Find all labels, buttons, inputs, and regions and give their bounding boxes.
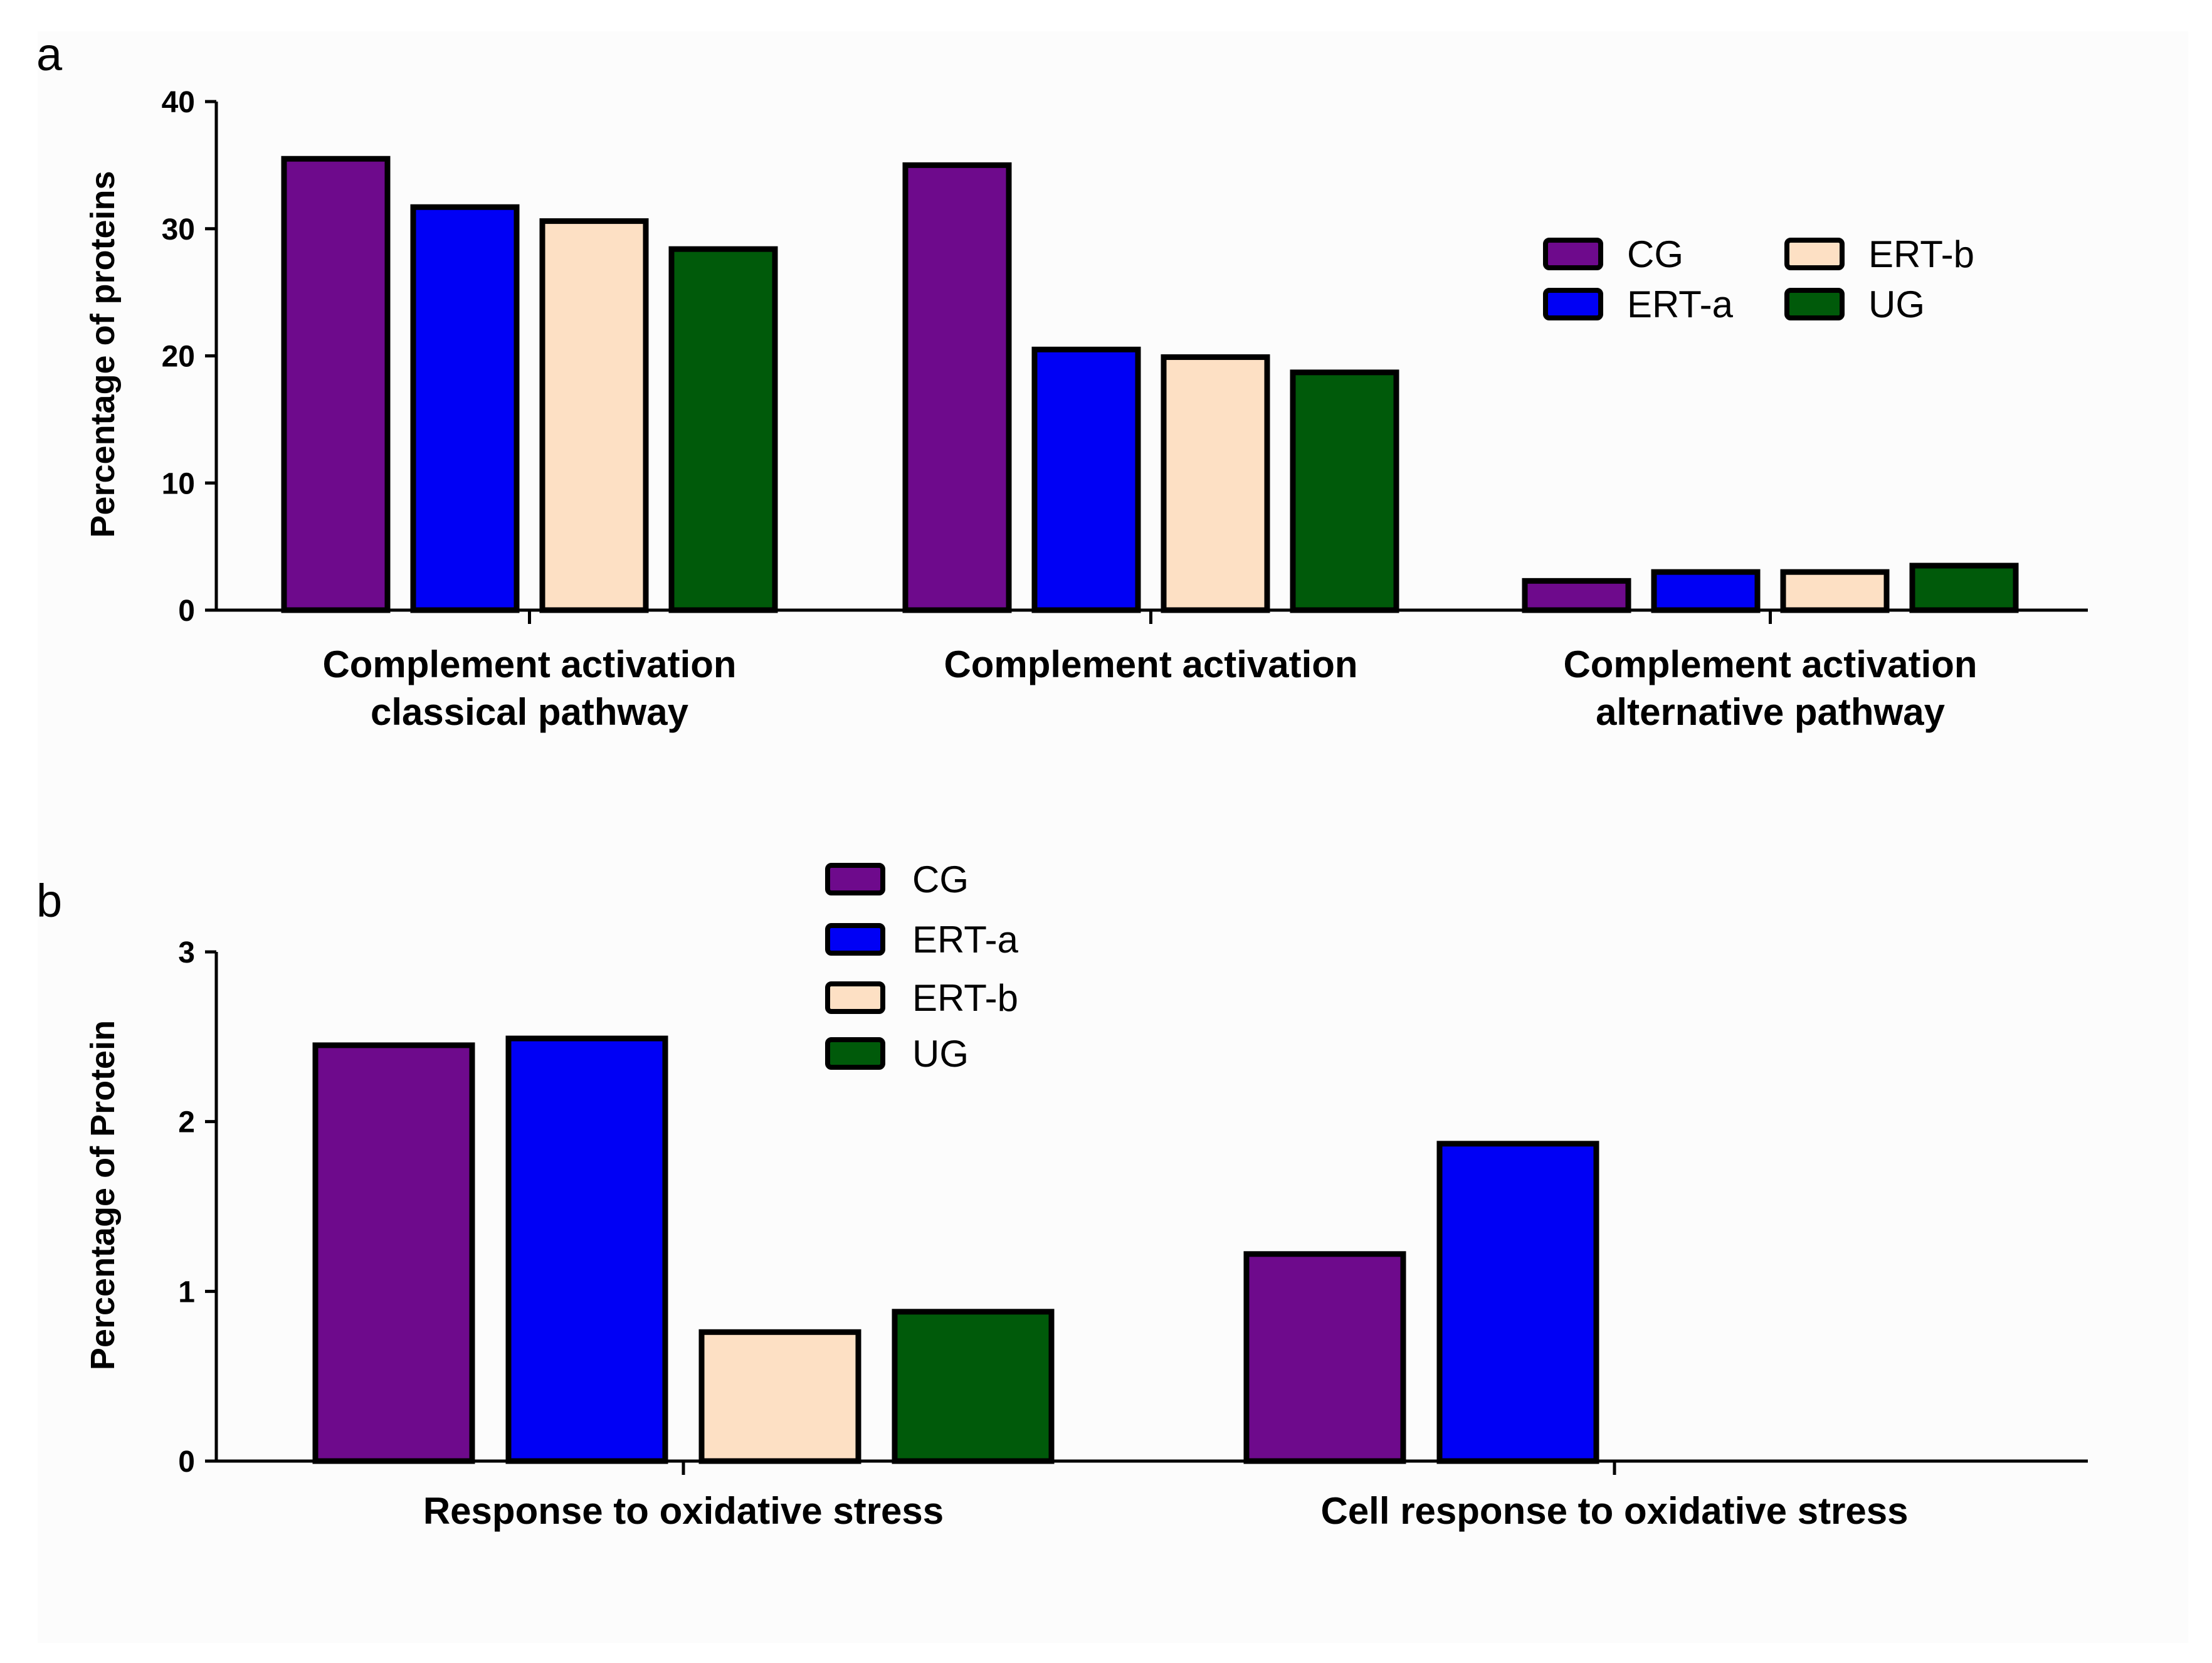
bar-ert-a-complement-activation-classical-pathway — [410, 204, 520, 613]
legend-label-cg: CG — [1627, 233, 1683, 275]
category-label-line: Complement activation — [322, 643, 736, 685]
panel-b-legend: CG ERT-a ERT-b UG — [825, 858, 1019, 1075]
category-label-line: Cell response to oxidative stress — [1320, 1490, 1908, 1532]
category-label-line: alternative pathway — [1596, 691, 1946, 733]
panel-a-category-labels: Complement activation classical pathwayCo… — [322, 610, 1978, 733]
category-label-complement-activation-classical-pathway: Complement activation classical pathway — [322, 643, 736, 733]
legend-swatch-cg — [825, 863, 885, 895]
bar-ert-a-complement-activation-alternative-pathway — [1651, 569, 1761, 613]
category-label-response-to-oxidative-stress: Response to oxidative stress — [423, 1490, 944, 1532]
bar-cg-complement-activation-alternative-pathway — [1522, 578, 1631, 613]
y-tick-label: 40 — [162, 86, 195, 119]
panel-b-y-ticks: 0 1 2 3 — [178, 936, 216, 1479]
panel-a-y-axis-label: Percentage of proteins — [84, 171, 122, 537]
bar-ert-b-response-to-oxidative-stress — [698, 1329, 861, 1464]
legend-swatch-ert-a — [825, 923, 885, 956]
legend-label-ug: UG — [1868, 283, 1925, 325]
legend-swatch-cg — [1543, 238, 1603, 270]
legend-swatch-ert-b — [1784, 238, 1845, 270]
y-tick-label: 3 — [178, 936, 195, 969]
category-label-complement-activation-alternative-pathway: Complement activation alternative pathway — [1563, 643, 1977, 733]
category-label-cell-response-to-oxidative-stress: Cell response to oxidative stress — [1320, 1490, 1908, 1532]
bar-cg-complement-activation-classical-pathway — [281, 156, 391, 613]
bar-ert-a-cell-response-to-oxidative-stress — [1436, 1141, 1599, 1464]
panel-b-category-labels: Response to oxidative stress Cell respons… — [423, 1461, 1909, 1532]
bar-ert-a-response-to-oxidative-stress — [505, 1035, 668, 1464]
panel-b-chart: b Percentage of Protein 0 1 2 3 Response to… — [36, 858, 2088, 1532]
bar-ug-complement-activation-classical-pathway — [668, 246, 778, 613]
bar-ert-b-complement-activation — [1161, 354, 1270, 613]
bar-ert-a-complement-activation — [1031, 346, 1141, 613]
legend-label-ert-a: ERT-a — [912, 919, 1019, 961]
bar-ug-complement-activation-alternative-pathway — [1909, 562, 2019, 613]
category-label-complement-activation: Complement activation — [944, 643, 1357, 685]
y-tick-label: 10 — [162, 467, 195, 500]
legend-label-ert-b: ERT-b — [1868, 233, 1974, 275]
legend-swatch-ert-a — [1543, 288, 1603, 320]
legend-label-cg: CG — [912, 858, 969, 900]
legend-swatch-ert-b — [825, 981, 885, 1014]
bar-ug-response-to-oxidative-stress — [892, 1309, 1055, 1464]
legend-label-ug: UG — [912, 1033, 969, 1075]
y-tick-label: 2 — [178, 1106, 195, 1139]
legend-swatch-ug — [825, 1037, 885, 1070]
bar-ert-b-complement-activation-classical-pathway — [539, 218, 649, 613]
category-label-line: classical pathway — [371, 691, 689, 733]
panel-b-y-axis-label: Percentage of Protein — [84, 1020, 122, 1370]
category-label-line: Complement activation — [1563, 643, 1977, 685]
category-label-line: Complement activation — [944, 643, 1357, 685]
panel-a-legend: CG ERT-b ERT-a UG — [1543, 233, 1974, 325]
y-tick-label: 20 — [162, 341, 195, 374]
category-label-line: Response to oxidative stress — [423, 1490, 944, 1532]
legend-label-ert-b: ERT-b — [912, 977, 1018, 1019]
panel-a-y-ticks: 0 10 20 30 40 — [162, 86, 216, 628]
bar-cg-response-to-oxidative-stress — [312, 1042, 475, 1464]
y-tick-label: 1 — [178, 1275, 195, 1309]
y-tick-label: 30 — [162, 213, 195, 246]
bar-ert-b-complement-activation-alternative-pathway — [1780, 569, 1890, 613]
y-tick-label: 0 — [178, 594, 195, 628]
bar-ug-complement-activation — [1290, 369, 1399, 613]
panel-b-letter: b — [36, 875, 62, 927]
y-tick-label: 0 — [178, 1445, 195, 1479]
panel-b-bars — [312, 1035, 1599, 1464]
panel-b-axes — [205, 952, 2088, 1463]
legend-swatch-ug — [1784, 288, 1845, 320]
bar-cg-complement-activation — [902, 162, 1012, 613]
legend-label-ert-a: ERT-a — [1627, 283, 1734, 325]
panel-a-bars — [281, 156, 2019, 613]
panel-a-letter: a — [36, 28, 63, 80]
bar-cg-cell-response-to-oxidative-stress — [1243, 1251, 1406, 1464]
panel-a-chart: a Percentage of proteins 0 10 20 30 40 Compl… — [36, 28, 2088, 733]
